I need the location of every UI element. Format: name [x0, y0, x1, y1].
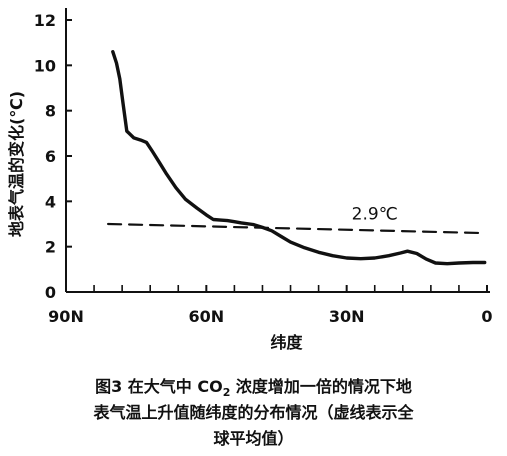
- y-tick-label-0: 0: [45, 283, 56, 302]
- y-tick-label-6: 6: [45, 147, 56, 166]
- y-tick-label-12: 12: [34, 11, 56, 30]
- figure-caption-line-2: 表气温上升值随纬度的分布情况（虚线表示全: [93, 403, 414, 422]
- x-axis-title: 纬度: [270, 333, 303, 352]
- figure-caption-line-1: 图3 在大气中 CO2 浓度增加一倍的情况下地: [0, 374, 507, 405]
- x-tick-label-30: 30N: [329, 307, 365, 326]
- y-tick-label-8: 8: [45, 102, 56, 121]
- x-tick-label-0: 0: [481, 307, 492, 326]
- caption-subscript: 2: [222, 386, 231, 400]
- annotation-0: 2.9℃: [352, 204, 398, 224]
- labels-layer: 0 2 4 6 8 10 12 90N 60N 30N 0 2.9℃ 纬度 地表气温的变化(℃): [7, 11, 493, 352]
- y-tick-label-4: 4: [45, 192, 56, 211]
- y-tick-label-2: 2: [45, 238, 56, 257]
- x-tick-label-60: 60N: [189, 307, 225, 326]
- y-axis-title: 地表气温的变化(℃): [7, 91, 26, 237]
- average-dashed-line: [107, 222, 486, 235]
- chart: 0 2 4 6 8 10 12 90N 60N 30N 0 2.9℃ 纬度 地表气温的变化(℃): [7, 8, 493, 352]
- y-tick-label-10: 10: [34, 56, 56, 75]
- caption-part-b: 浓度增加一倍的情况下地: [230, 377, 412, 396]
- axes: [65, 8, 490, 293]
- caption-part-a: 图3 在大气中 CO: [95, 377, 223, 396]
- temperature-change-line: [111, 50, 487, 266]
- series-layer: [107, 50, 487, 266]
- x-tick-label-90: 90N: [48, 307, 84, 326]
- figure-caption-line-3: 球平均值）: [213, 429, 294, 448]
